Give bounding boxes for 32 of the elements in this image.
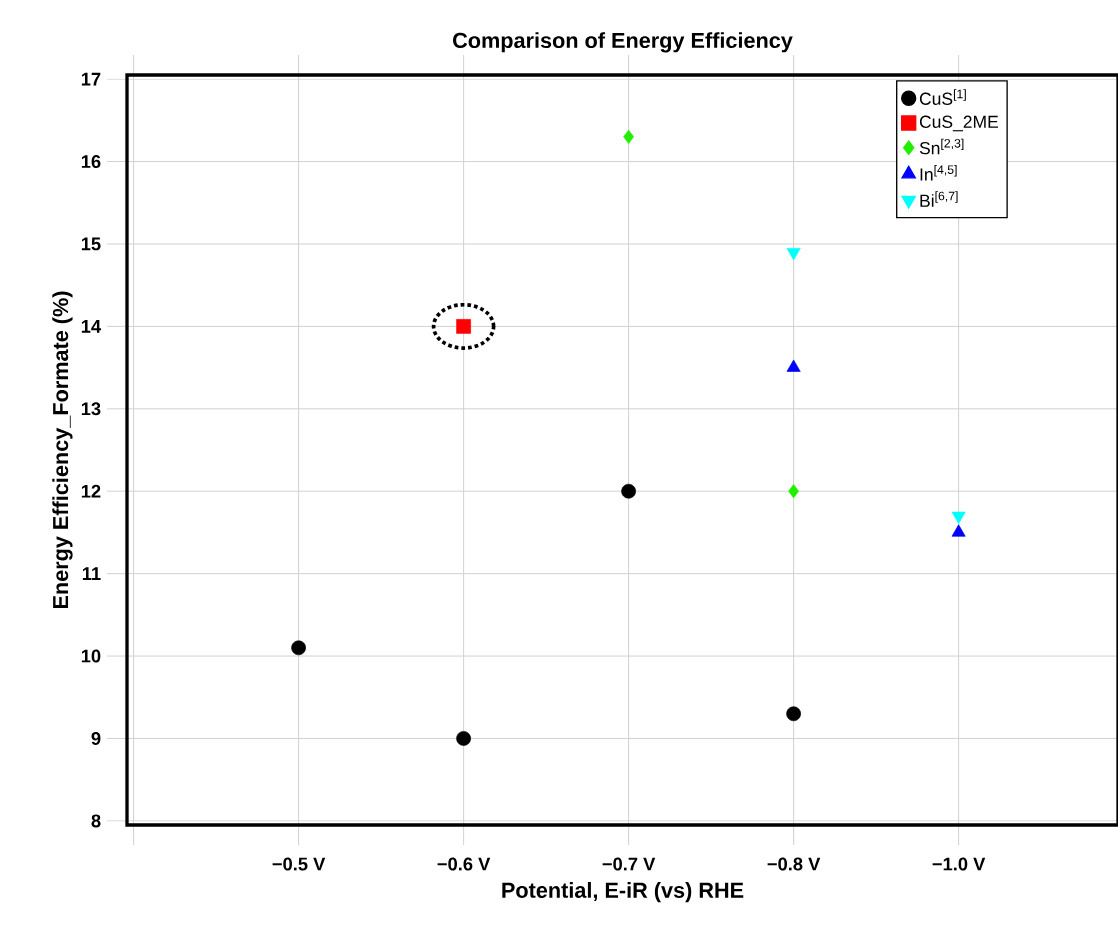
y-tick-label: 9: [91, 731, 101, 745]
x-tick-label: −1.0 V: [932, 857, 986, 871]
y-tick-label: 11: [82, 567, 101, 580]
x-tick-label: −0.6 V: [437, 857, 491, 871]
point: [456, 319, 471, 334]
legend-label: Sn$^{[2,3]}$: [919, 138, 964, 155]
y-tick-label: 17: [81, 72, 101, 86]
y-tick-label: 13: [81, 402, 101, 416]
chart-title: Comparison of Energy Efficiency: [453, 32, 793, 53]
y-tick-label: 8: [91, 814, 101, 828]
legend-label: CuS_2ME: [919, 115, 999, 132]
point: [291, 640, 306, 656]
point: [786, 706, 801, 722]
x-tick-label: −0.7 V: [602, 857, 656, 871]
point: [456, 731, 471, 746]
y-axis-title: Energy Efficiency_Formate (%): [52, 291, 73, 609]
y-tick-label: 16: [81, 155, 101, 169]
point: [621, 483, 636, 499]
point: [788, 484, 799, 499]
point: [951, 511, 966, 524]
legend-label: Bi$^{[6,7]}$: [920, 191, 958, 207]
y-tick-label: 12: [81, 484, 101, 498]
x-tick-label: −0.5 V: [272, 857, 326, 871]
y-tick-label: 14: [81, 320, 101, 333]
x-axis-title: Potential, E-iR (vs) RHE: [502, 881, 744, 903]
legend-label: In$^{[4,5]}$: [920, 164, 957, 181]
point: [951, 524, 966, 537]
y-tick-label: 10: [81, 649, 101, 663]
legend-label: CuS$^{[1]}$: [919, 89, 966, 105]
y-tick-label: 15: [81, 237, 101, 251]
x-tick-label: −0.8 V: [767, 857, 821, 871]
point: [623, 129, 634, 144]
